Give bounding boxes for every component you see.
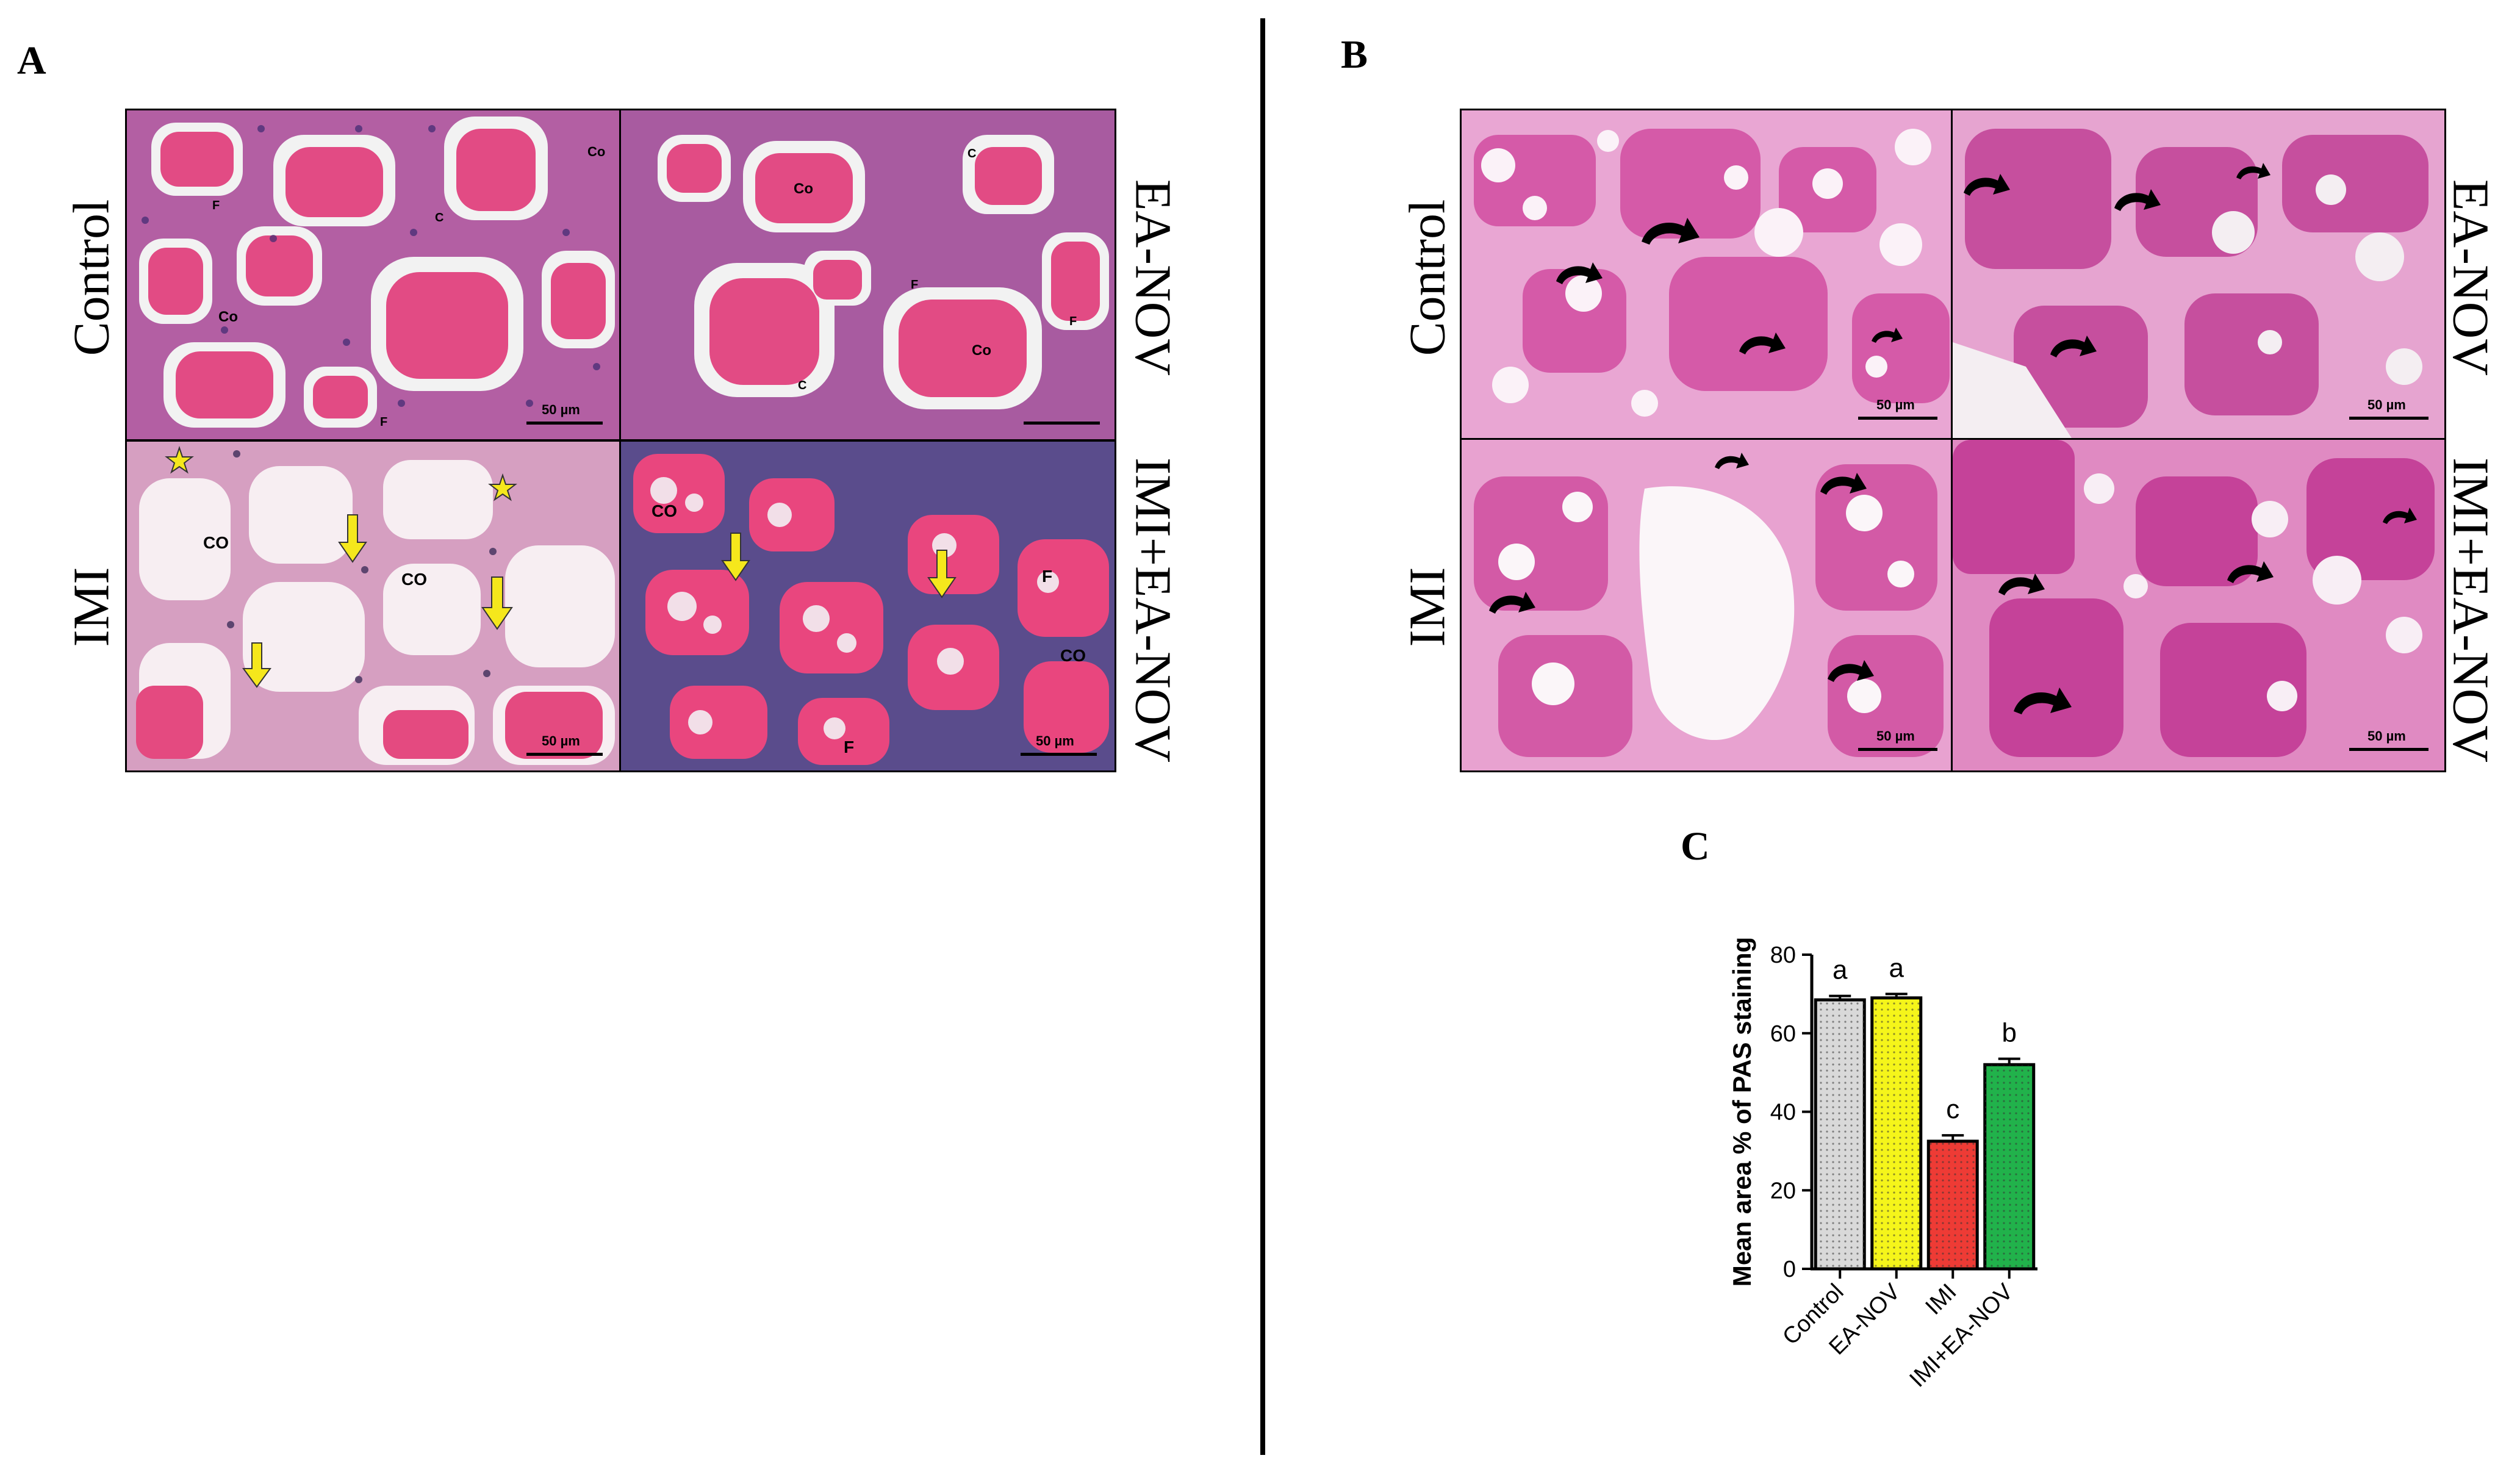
follicle-marker: F xyxy=(380,415,388,429)
ea-nov-pas-tissue-image xyxy=(1953,110,2444,439)
scale-bar xyxy=(1858,417,1937,420)
colloid-marker: Co xyxy=(972,342,991,359)
panel-a-imi-ea-nov-micrograph: CO CO F F 50 µm xyxy=(619,440,1116,772)
panel-b-imi-micrograph: 50 µm xyxy=(1460,438,1955,772)
arrow-icons xyxy=(1489,453,1874,682)
panel-a-col-label-imi-ea-nov: IMI+EA-NOV xyxy=(1124,458,1182,763)
panel-divider xyxy=(1260,18,1265,1455)
colloid-marker: Co xyxy=(587,144,606,159)
scale-bar xyxy=(1024,422,1100,425)
scale-bar xyxy=(2349,417,2428,420)
colloid-marker: CO xyxy=(401,570,427,589)
panel-a-imi-micrograph: CO CO 50 µm xyxy=(125,440,622,772)
bar-texture xyxy=(1872,997,1921,1269)
c-cell-marker: C xyxy=(798,379,807,392)
scale-bar xyxy=(1021,753,1097,756)
scale-bar xyxy=(2349,748,2428,751)
y-tick-label: 0 xyxy=(1783,1257,1796,1282)
panel-a-control-micrograph: Co Co F F C C 50 µm xyxy=(125,109,622,441)
ea-nov-he-tissue-image xyxy=(621,110,1115,439)
category-label: IMI+EA-NOV xyxy=(1904,1279,2018,1392)
panel-a-col-label-ea-nov: EA-NOV xyxy=(1124,179,1182,376)
panel-b-row-label-control: Control xyxy=(1399,199,1456,356)
panel-b-control-micrograph: 50 µm xyxy=(1460,109,1955,441)
imi-pas-tissue-image xyxy=(1462,440,1953,770)
follicle-marker: F xyxy=(1069,315,1077,328)
scale-bar xyxy=(1858,748,1937,751)
y-tick-label: 60 xyxy=(1770,1021,1796,1047)
significance-label: b xyxy=(2002,1018,2017,1048)
colloid-marker: Co xyxy=(218,309,238,325)
bar-texture xyxy=(1984,1065,2034,1269)
bar-texture xyxy=(1815,1000,1865,1269)
colloid-marker: Co xyxy=(794,181,813,197)
follicle-marker: F xyxy=(911,278,919,292)
control-pas-tissue-image xyxy=(1462,110,1953,439)
panel-a-row-label-control: Control xyxy=(63,199,120,356)
y-tick-label: 40 xyxy=(1770,1100,1796,1126)
significance-label: a xyxy=(1833,955,1848,985)
scale-label: 50 µm xyxy=(2367,728,2406,744)
significance-label: c xyxy=(1946,1094,1959,1124)
bar-texture xyxy=(1928,1141,1978,1269)
panel-b-ea-nov-micrograph: 50 µm xyxy=(1951,109,2446,441)
scale-label: 50 µm xyxy=(1036,733,1074,749)
arrow-icons xyxy=(1998,508,2417,714)
follicle-marker: F xyxy=(1042,567,1053,586)
scale-label: 50 µm xyxy=(542,733,580,749)
colloid-marker: CO xyxy=(652,501,677,520)
panel-a-letter: A xyxy=(17,38,46,83)
imi-ea-nov-pas-tissue-image xyxy=(1953,440,2444,770)
panel-b-row-label-imi: IMI xyxy=(1399,567,1456,647)
panel-a-row-label-imi: IMI xyxy=(63,567,120,647)
scale-label: 50 µm xyxy=(542,402,580,417)
follicle-marker: F xyxy=(212,199,220,212)
imi-he-tissue-image xyxy=(127,442,620,770)
significance-label: a xyxy=(1889,953,1904,983)
panel-a-ea-nov-micrograph: Co Co C C F F xyxy=(619,109,1116,441)
c-cell-marker: C xyxy=(967,147,977,160)
arrow-icons xyxy=(1556,218,1903,354)
arrow-icons xyxy=(1964,163,2271,357)
follicle-marker: F xyxy=(844,738,855,756)
scale-bar xyxy=(526,422,603,425)
colloid-marker: CO xyxy=(203,533,229,552)
category-label: IMI xyxy=(1921,1279,1962,1320)
colloid-marker: CO xyxy=(1060,646,1086,665)
panel-b-col-label-imi-ea-nov: IMI+EA-NOV xyxy=(2442,458,2499,763)
scale-bar xyxy=(526,753,603,756)
y-axis-label: Mean area % of PAS staining xyxy=(1728,937,1756,1287)
scale-label: 50 µm xyxy=(1876,397,1915,412)
panel-b-letter: B xyxy=(1341,32,1368,77)
control-he-tissue-image xyxy=(127,110,620,439)
panel-a-micrograph-grid: Co Co F F C C 50 µm xyxy=(125,109,1116,772)
imi-ea-nov-he-tissue-image xyxy=(621,442,1115,770)
panel-b-micrograph-grid: 50 µm 50 µm xyxy=(1460,109,2446,772)
scale-label: 50 µm xyxy=(2367,397,2406,412)
panel-b-imi-ea-nov-micrograph: 50 µm xyxy=(1951,438,2446,772)
c-cell-marker: C xyxy=(435,211,444,224)
scale-label: 50 µm xyxy=(1876,728,1915,744)
panel-c-letter: C xyxy=(1681,824,1710,869)
y-tick-label: 80 xyxy=(1770,942,1796,968)
panel-b-col-label-ea-nov: EA-NOV xyxy=(2442,179,2499,376)
y-tick-label: 20 xyxy=(1770,1178,1796,1204)
